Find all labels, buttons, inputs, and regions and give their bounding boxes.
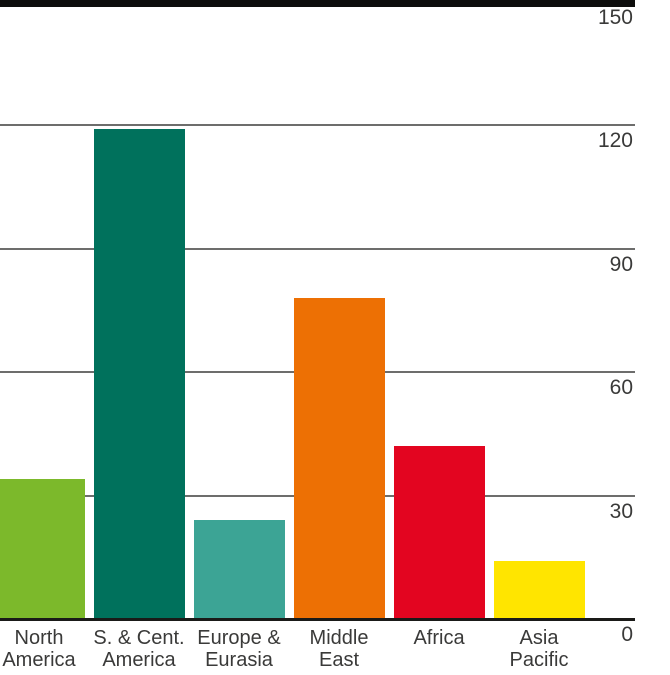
x-category-label-europe-eurasia: Europe & Eurasia [197,627,281,671]
bar-middle-east [293,298,385,619]
x-category-label-north-america: North America [2,627,76,671]
gridline-90 [0,247,635,250]
bar-europe-eurasia [193,520,285,619]
x-category-label-middle-east: Middle East [309,627,369,671]
gridline-120 [0,124,635,126]
bar-asia-pacific [493,561,585,619]
y-tick-label-0: 0 [621,623,633,646]
y-tick-label-90: 90 [609,252,633,276]
bar-s-cent-america [93,129,185,619]
x-category-label-asia-pacific: Asia Pacific [509,627,569,671]
x-category-label-s-cent-america: S. & Cent. America [93,627,185,671]
y-tick-label-60: 60 [609,376,633,399]
y-tick-label-150: 150 [597,5,633,29]
x-category-label-africa: Africa [413,627,465,649]
y-tick-label-30: 30 [609,499,633,523]
bar-africa [393,446,485,619]
bar-north-america [0,479,85,619]
x-axis-baseline [0,618,635,621]
chart-top-border-line [0,0,635,7]
y-tick-label-120: 120 [597,129,633,152]
